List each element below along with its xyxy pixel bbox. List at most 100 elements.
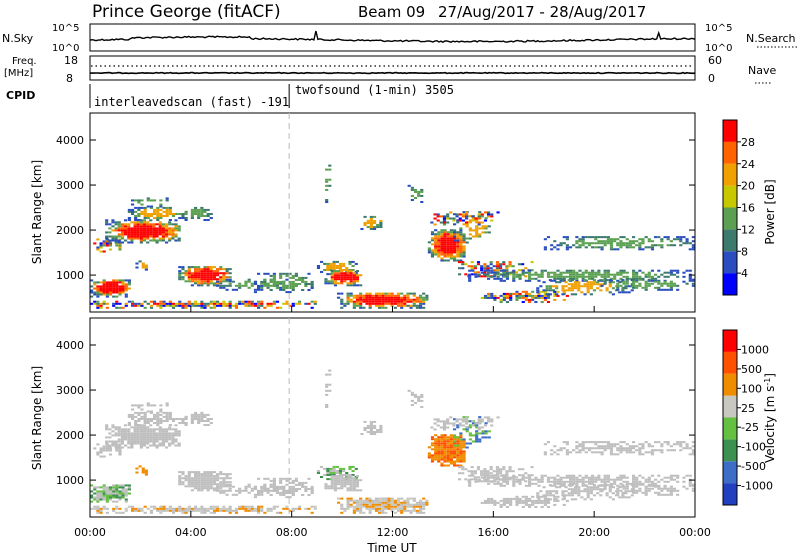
power-cell: [165, 231, 169, 234]
power-cell: [591, 273, 595, 276]
power-cell: [536, 291, 540, 294]
power-cell: [606, 269, 610, 272]
velocity-cell: [449, 440, 453, 443]
power-cell: [437, 233, 441, 236]
power-cell: [471, 215, 475, 218]
velocity-cell: [630, 494, 634, 497]
velocity-cell: [578, 478, 582, 481]
power-cell: [142, 223, 147, 226]
power-cell: [430, 233, 435, 236]
velocity-cell: [352, 481, 356, 484]
power-cell: [410, 186, 414, 189]
power-cell: [206, 268, 210, 271]
power-cell: [203, 304, 207, 307]
power-cell: [505, 273, 510, 276]
power-cell: [430, 251, 435, 254]
power-cell: [581, 236, 585, 239]
velocity-cell: [650, 449, 655, 452]
power-cell: [171, 304, 176, 307]
power-cell: [419, 294, 423, 297]
power-cell: [581, 238, 585, 241]
velocity-cell: [548, 490, 552, 493]
power-cell: [558, 281, 562, 284]
power-cell: [437, 247, 441, 250]
velocity-cell: [111, 424, 115, 427]
power-cell: [369, 217, 373, 220]
power-cell: [139, 241, 143, 244]
power-cell: [462, 239, 466, 242]
power-cell: [355, 278, 360, 281]
power-cell: [587, 277, 592, 280]
power-cell: [99, 304, 103, 307]
power-cell: [340, 300, 344, 303]
power-cell: [546, 296, 551, 299]
velocity-cell: [669, 478, 673, 481]
velocity-cell: [118, 494, 122, 497]
velocity-cell: [471, 424, 475, 427]
power-cell: [234, 302, 239, 305]
power-cell: [512, 292, 516, 295]
power-cell: [509, 294, 513, 297]
power-cell: [369, 222, 373, 225]
power-cell: [589, 281, 593, 284]
power-cell: [591, 242, 595, 245]
velocity-cell: [495, 474, 500, 477]
power-cell: [628, 246, 632, 249]
power-cell: [340, 306, 344, 309]
power-cell: [650, 279, 655, 282]
velocity-cell: [139, 442, 143, 445]
colorbar-tick-label: 100: [741, 382, 762, 395]
velocity-cell: [342, 474, 346, 477]
power-cell: [654, 280, 658, 283]
velocity-cell: [200, 418, 204, 421]
power-cell: [644, 273, 648, 276]
power-cell: [124, 302, 128, 305]
power-cell: [90, 285, 94, 288]
power-cell: [102, 287, 106, 290]
power-cell: [453, 249, 457, 252]
power-cell: [627, 291, 631, 294]
power-cell: [260, 302, 264, 305]
power-cell: [352, 302, 356, 305]
velocity-cell: [291, 492, 295, 495]
velocity-cell: [505, 476, 510, 479]
velocity-cell: [495, 470, 500, 473]
velocity-cell: [669, 474, 673, 477]
power-cell: [197, 217, 201, 220]
power-cell: [310, 285, 314, 288]
power-cell: [574, 281, 578, 284]
power-cell: [96, 287, 100, 290]
power-cell: [468, 275, 472, 278]
velocity-cell: [348, 474, 352, 477]
power-cell: [136, 237, 140, 240]
power-cell: [575, 240, 579, 243]
velocity-cell: [355, 483, 360, 486]
velocity-cell: [559, 478, 563, 481]
power-cell: [118, 306, 122, 309]
velocity-cell: [328, 389, 332, 392]
power-cell: [570, 289, 574, 292]
velocity-cell: [275, 488, 280, 491]
velocity-cell: [337, 479, 341, 482]
velocity-cell: [449, 416, 453, 419]
velocity-cell: [365, 497, 369, 500]
velocity-cell: [417, 397, 421, 400]
velocity-cell: [483, 478, 488, 481]
power-cell: [446, 231, 450, 234]
velocity-cell: [325, 389, 329, 392]
power-cell: [171, 213, 176, 216]
velocity-cell: [502, 478, 506, 481]
velocity-cell: [149, 432, 153, 435]
power-cell: [606, 273, 610, 276]
power-cell: [628, 244, 632, 247]
power-cell: [212, 302, 217, 305]
velocity-cell: [206, 479, 210, 482]
velocity-cell: [155, 434, 159, 437]
velocity-cell: [153, 507, 157, 510]
power-cell: [468, 227, 472, 230]
power-cell: [531, 273, 535, 276]
power-cell: [139, 233, 143, 236]
velocity-cell: [250, 489, 254, 492]
velocity-cell: [490, 501, 494, 504]
power-cell: [505, 271, 510, 274]
